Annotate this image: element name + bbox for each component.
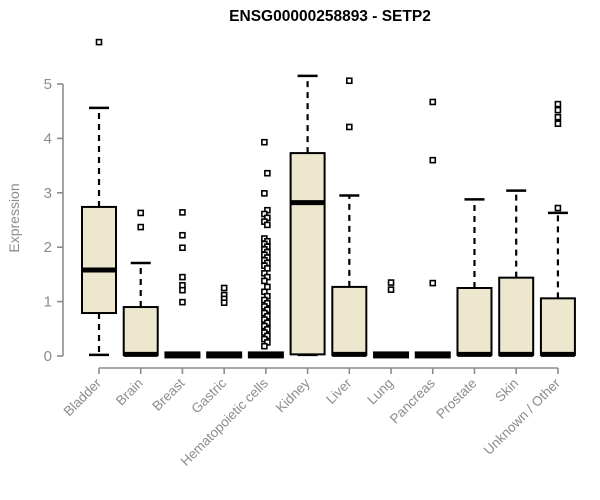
y-axis-title: Expression (6, 183, 22, 253)
chart-title: ENSG00000258893 - SETP2 (229, 8, 431, 25)
outlier-point (179, 298, 186, 306)
collapsed-box (206, 351, 243, 359)
outlier-point (387, 279, 395, 286)
outlier-point (179, 244, 186, 252)
outlier-point (261, 342, 268, 350)
box (289, 152, 326, 356)
x-tick-label: Lung (364, 376, 396, 408)
y-tick-label: 5 (44, 76, 52, 93)
outlier-point (264, 169, 271, 177)
y-tick-label: 4 (44, 130, 52, 147)
outlier-point (554, 113, 562, 121)
outlier-point (261, 190, 268, 197)
outlier-point (220, 299, 228, 306)
outlier-point (554, 106, 562, 114)
outlier-point (261, 138, 268, 146)
outlier-point (137, 209, 145, 217)
x-tick-label: Bladder (61, 375, 105, 419)
outlier-point (554, 100, 562, 108)
box (539, 297, 576, 356)
x-tick-label: Prostate (433, 376, 479, 422)
y-tick-label: 1 (44, 294, 52, 311)
outlier-point (179, 273, 186, 281)
outlier-point (179, 286, 186, 294)
outlier-point (179, 209, 186, 216)
box (498, 276, 535, 356)
collapsed-box (164, 351, 201, 359)
outlier-point (387, 286, 395, 293)
x-tick-label: Kidney (273, 375, 313, 415)
y-tick-label: 2 (44, 239, 52, 256)
collapsed-box (247, 351, 284, 359)
x-tick-label: Pancreas (387, 375, 438, 426)
box (456, 287, 493, 356)
y-tick-label: 3 (44, 185, 52, 202)
outlier-point (179, 231, 186, 239)
outlier-point (137, 223, 145, 231)
x-tick-label: Liver (323, 375, 355, 407)
outlier-point (429, 156, 437, 164)
outlier-point (429, 98, 437, 106)
outlier-point (346, 77, 353, 85)
outlier-point (261, 277, 268, 285)
x-tick-label: Unknown / Other (481, 375, 564, 458)
x-tick-label: Gastric (188, 375, 229, 416)
x-tick-label: Brain (113, 376, 146, 409)
x-tick-label: Skin (492, 376, 521, 405)
box (81, 205, 117, 315)
collapsed-box (414, 351, 451, 359)
outlier-point (554, 120, 562, 128)
outlier-point (264, 221, 271, 229)
box (122, 306, 159, 356)
outlier-point (429, 279, 437, 287)
y-tick-label: 0 (44, 348, 52, 365)
x-tick-label: Breast (149, 375, 187, 413)
box (331, 285, 368, 356)
outlier-point (346, 123, 353, 131)
outlier-point (554, 204, 562, 212)
outlier-point (95, 38, 103, 46)
collapsed-box (373, 351, 410, 359)
outlier-point (220, 284, 228, 292)
